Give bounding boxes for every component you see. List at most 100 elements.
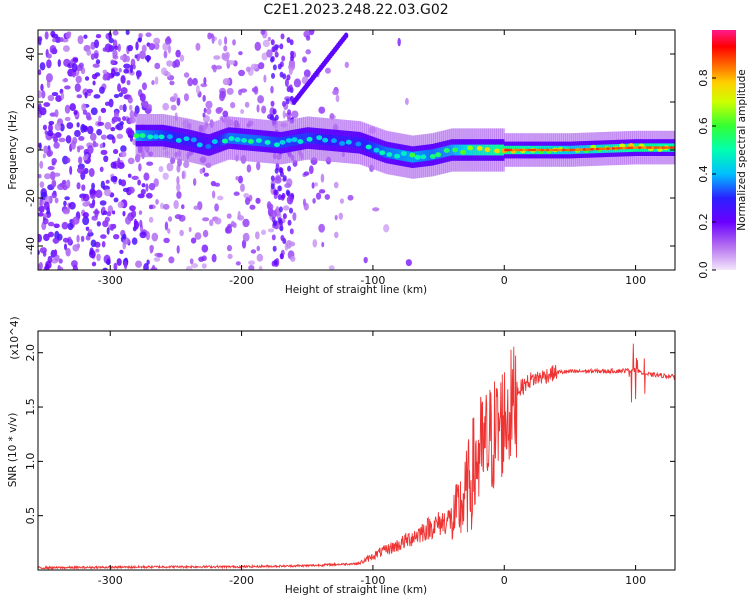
ridge-peak — [158, 134, 165, 140]
noise-blob — [96, 253, 101, 262]
ridge-line — [527, 148, 531, 152]
x-tick-label: 100 — [625, 274, 646, 287]
ridge-core — [474, 144, 478, 156]
noise-blob — [141, 82, 148, 91]
noise-blob — [244, 101, 250, 108]
ridge-peak — [414, 154, 421, 160]
y-tick-label: 1.0 — [24, 453, 37, 471]
ridge-core — [462, 144, 466, 156]
noise-blob — [397, 37, 401, 47]
noise-blob — [55, 95, 63, 103]
noise-blob — [122, 104, 127, 113]
streak-blob — [277, 63, 282, 70]
noise-blob — [45, 263, 50, 270]
noise-blob — [47, 166, 55, 171]
streak-blob — [278, 219, 283, 226]
noise-blob — [142, 100, 149, 109]
noise-blob — [188, 77, 193, 87]
noise-blob — [226, 87, 234, 95]
ridge-peak — [241, 138, 248, 143]
noise-blob — [83, 34, 88, 39]
noise-blob — [127, 96, 133, 104]
noise-blob — [162, 203, 170, 210]
noise-blob — [335, 94, 340, 103]
ridge-core — [442, 146, 446, 158]
ridge-core — [470, 144, 474, 156]
noise-blob — [145, 192, 153, 199]
ridge-line — [669, 146, 673, 149]
ridge-line — [525, 148, 529, 152]
streak-blob — [279, 43, 284, 50]
noise-blob — [72, 244, 80, 252]
noise-blob — [89, 132, 97, 141]
noise-blob — [76, 234, 80, 243]
noise-blob — [222, 110, 229, 118]
ridge-core — [145, 130, 149, 141]
noise-blob — [87, 145, 94, 155]
ridge-line — [596, 147, 600, 151]
noise-blob — [49, 44, 57, 54]
noise-blob — [47, 130, 54, 137]
noise-blob — [148, 216, 154, 223]
noise-blob — [183, 93, 189, 102]
ridge-core — [302, 133, 306, 144]
ridge-core — [338, 135, 342, 147]
noise-blob — [207, 32, 212, 40]
ridge-core — [336, 135, 340, 147]
ridge-peak — [420, 154, 427, 160]
noise-blob — [174, 214, 182, 220]
noise-blob — [227, 60, 235, 65]
noise-blob — [47, 53, 52, 59]
noise-blob — [163, 50, 168, 59]
streak-blob — [290, 55, 295, 62]
noise-blob — [109, 223, 115, 231]
x-tick-label: -300 — [98, 274, 123, 287]
noise-blob — [88, 249, 96, 259]
ridge-peak — [291, 137, 298, 143]
noise-blob — [255, 197, 261, 204]
noise-blob — [263, 74, 267, 83]
noise-blob — [214, 217, 222, 225]
ridge-peak — [285, 138, 292, 143]
ridge-core — [490, 144, 494, 156]
noise-blob — [65, 31, 71, 39]
noise-blob — [302, 198, 307, 207]
ridge-line — [643, 146, 647, 149]
noise-blob — [154, 62, 161, 70]
noise-blob — [54, 109, 59, 118]
noise-blob — [219, 92, 225, 102]
ridge-core — [342, 135, 346, 147]
noise-blob — [53, 172, 61, 177]
noise-blob — [225, 225, 233, 234]
noise-blob — [212, 64, 217, 73]
noise-blob — [42, 217, 49, 225]
ridge-peak — [175, 138, 182, 143]
ridge-core — [458, 144, 462, 156]
colorbar-ticks: 0.0 0.2 0.4 0.6 0.8 — [697, 69, 716, 279]
noise-blob — [137, 37, 142, 43]
noise-blob — [106, 259, 111, 266]
ridge-core — [399, 149, 403, 161]
noise-blob — [125, 30, 130, 36]
ridge-line — [562, 148, 566, 152]
noise-blob — [188, 226, 192, 233]
noise-blob — [162, 102, 170, 111]
ridge-peak — [205, 144, 212, 149]
streak-blob — [279, 225, 284, 232]
noise-blob — [308, 165, 314, 175]
noise-blob — [266, 49, 273, 58]
ridge-line — [664, 146, 668, 149]
noise-blob — [72, 57, 79, 63]
noise-blob — [58, 266, 64, 270]
x-tick-label: -200 — [229, 574, 254, 587]
ridge-line — [572, 148, 576, 152]
ridge-line — [533, 148, 537, 152]
noise-blob — [203, 172, 210, 177]
ridge-peak — [196, 142, 203, 148]
noise-blob — [65, 247, 71, 257]
ridge-line — [580, 148, 584, 151]
noise-blob — [132, 138, 137, 146]
x-tick-label: -100 — [360, 574, 385, 587]
noise-blob — [39, 181, 45, 188]
noise-blob — [53, 141, 60, 149]
